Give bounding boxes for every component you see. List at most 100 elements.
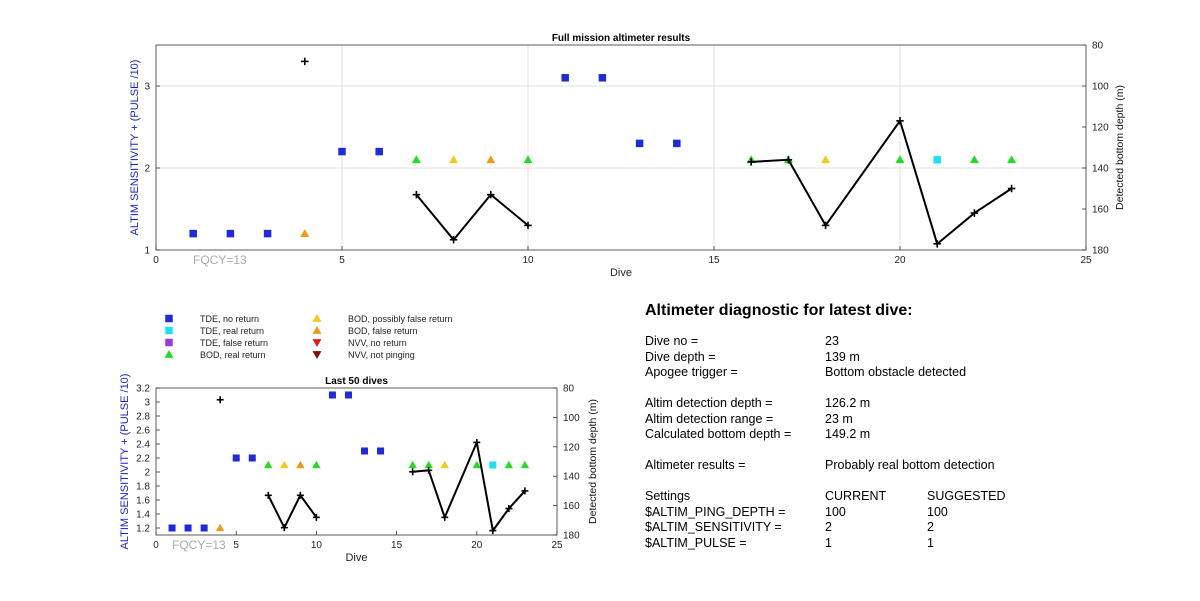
suggested-label: SUGGESTED bbox=[927, 489, 1006, 503]
depth-point bbox=[1007, 184, 1016, 193]
y2-tick-label: 160 bbox=[1092, 205, 1109, 216]
chart-title: Full mission altimeter results bbox=[552, 33, 691, 44]
data-point bbox=[1007, 155, 1017, 164]
data-point bbox=[520, 460, 530, 469]
x-tick-label: 10 bbox=[311, 540, 323, 551]
legend-label: NVV, not pinging bbox=[348, 350, 415, 360]
y2-tick-label: 80 bbox=[1092, 41, 1104, 52]
altim-depth-row: Altim detection depth = 126.2 m bbox=[645, 396, 1065, 412]
setting-suggested: 2 bbox=[927, 520, 934, 534]
altim-depth-label: Altim detection depth = bbox=[645, 396, 773, 410]
altim-range-row: Altim detection range = 23 m bbox=[645, 412, 1065, 428]
x-tick-label: 20 bbox=[894, 255, 906, 266]
depth-line bbox=[267, 493, 318, 530]
data-point bbox=[489, 461, 497, 469]
depth-point bbox=[264, 491, 272, 499]
y2-tick-label: 120 bbox=[1092, 123, 1109, 134]
y-axis-label: ALTIM SENSITIVITY + (PULSE /10) bbox=[119, 374, 131, 550]
data-point bbox=[635, 139, 644, 148]
dive-depth-row: Dive depth = 139 m bbox=[645, 350, 1065, 366]
depth-point bbox=[301, 57, 309, 66]
data-point bbox=[486, 155, 496, 164]
y2-axis-label: Detected bottom depth (m) bbox=[1114, 85, 1126, 210]
y-tick-label: 2.2 bbox=[136, 454, 150, 465]
x-tick-label: 0 bbox=[153, 540, 159, 551]
depth-point bbox=[505, 505, 513, 513]
depth-point bbox=[312, 513, 320, 521]
apogee-label: Apogee trigger = bbox=[645, 365, 738, 379]
depth-point bbox=[473, 438, 481, 446]
dive-no-value: 23 bbox=[825, 334, 839, 348]
data-point bbox=[449, 155, 459, 164]
depth-point bbox=[296, 491, 304, 499]
data-point bbox=[232, 454, 240, 462]
setting-current: 1 bbox=[825, 535, 832, 550]
depth-point bbox=[487, 190, 495, 199]
altim-range-label: Altim detection range = bbox=[645, 411, 774, 426]
axes-box bbox=[155, 387, 558, 536]
legend-label: BOD, real return bbox=[200, 350, 266, 360]
legend-marker bbox=[164, 350, 174, 358]
data-point bbox=[523, 155, 533, 164]
data-point bbox=[189, 229, 197, 238]
data-point bbox=[969, 155, 979, 164]
setting-row: $ALTIM_PULSE = 1 1 bbox=[645, 536, 1065, 552]
depth-point bbox=[441, 513, 449, 521]
setting-row: $ALTIM_SENSITIVITY = 2 2 bbox=[645, 520, 1065, 536]
x-tick-label: 10 bbox=[522, 255, 534, 266]
data-point bbox=[184, 524, 192, 532]
data-point bbox=[895, 155, 905, 164]
apogee-row: Apogee trigger = Bottom obstacle detected bbox=[645, 365, 1065, 381]
y2-tick-label: 180 bbox=[563, 531, 580, 542]
x-tick-label: 15 bbox=[391, 540, 403, 551]
y-tick-label: 3 bbox=[144, 398, 150, 409]
data-point bbox=[933, 156, 941, 164]
data-point bbox=[248, 454, 256, 462]
results-value: Probably real bottom detection bbox=[825, 458, 995, 472]
setting-suggested: 1 bbox=[927, 535, 934, 550]
fqcy-annotation: FQCY=13 bbox=[172, 538, 226, 552]
y-tick-label: 2.8 bbox=[136, 412, 150, 423]
calc-depth-value: 149.2 m bbox=[825, 427, 871, 441]
x-axis-label: Dive bbox=[345, 552, 367, 564]
setting-name: $ALTIM_PULSE = bbox=[645, 535, 747, 550]
data-point bbox=[312, 460, 321, 469]
y-axis-label: ALTIM SENSITIVITY + (PULSE /10) bbox=[129, 60, 141, 236]
y-tick-label: 2 bbox=[144, 468, 150, 479]
altim-range-value: 23 m bbox=[825, 411, 853, 426]
x-tick-label: 0 bbox=[153, 255, 159, 266]
y-tick-label: 1.2 bbox=[136, 524, 150, 535]
depth-point bbox=[449, 236, 458, 244]
data-point bbox=[598, 74, 607, 82]
y2-tick-label: 80 bbox=[563, 384, 575, 395]
y2-tick-label: 100 bbox=[1092, 82, 1109, 93]
data-point bbox=[300, 229, 310, 237]
data-point bbox=[673, 139, 681, 148]
data-point bbox=[424, 460, 433, 469]
data-point bbox=[375, 147, 383, 156]
legend-label: TDE, no return bbox=[200, 314, 259, 324]
x-tick-label: 15 bbox=[708, 255, 720, 266]
depth-point bbox=[489, 527, 497, 535]
x-tick-label: 20 bbox=[471, 540, 483, 551]
x-tick-label: 5 bbox=[339, 255, 345, 266]
depth-point bbox=[280, 524, 288, 532]
data-point bbox=[361, 447, 369, 455]
y2-tick-label: 140 bbox=[563, 472, 580, 483]
data-point bbox=[215, 523, 225, 532]
depth-point bbox=[970, 209, 979, 217]
y-tick-label: 3 bbox=[144, 82, 150, 93]
legend-label: NVV, no return bbox=[348, 338, 407, 348]
apogee-value: Bottom obstacle detected bbox=[825, 365, 967, 379]
plot-area bbox=[156, 388, 557, 535]
axes-box bbox=[155, 44, 1087, 251]
legend-marker bbox=[312, 314, 322, 322]
y2-tick-label: 100 bbox=[563, 413, 580, 424]
legend-marker bbox=[312, 339, 322, 347]
data-point bbox=[411, 155, 421, 164]
data-point bbox=[377, 447, 385, 455]
legend-marker bbox=[165, 338, 173, 347]
legend-marker bbox=[312, 351, 322, 359]
setting-current: 100 bbox=[825, 504, 846, 519]
data-point bbox=[226, 229, 235, 238]
